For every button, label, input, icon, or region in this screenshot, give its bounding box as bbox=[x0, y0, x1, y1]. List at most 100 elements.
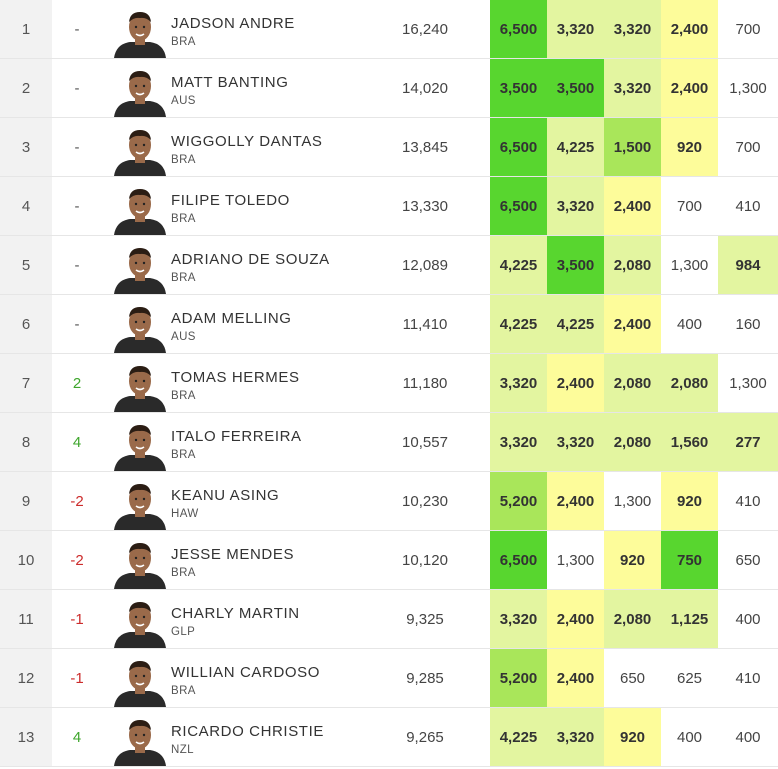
surfer-name[interactable]: ADRIANO DE SOUZA bbox=[171, 251, 330, 268]
event-result-2: 4,225 bbox=[547, 295, 604, 353]
rank-change: 4 bbox=[72, 728, 82, 746]
event-result-2: 3,500 bbox=[547, 236, 604, 294]
event-result-5: 277 bbox=[718, 413, 778, 471]
event-result-2: 3,320 bbox=[547, 177, 604, 235]
surfer-name[interactable]: ADAM MELLING bbox=[171, 310, 292, 327]
rank-cell: 9 bbox=[0, 472, 52, 530]
total-points: 10,557 bbox=[402, 433, 448, 451]
avatar[interactable] bbox=[112, 482, 168, 530]
event-result-5: 984 bbox=[718, 236, 778, 294]
total-points: 9,265 bbox=[406, 728, 444, 746]
country-code: AUS bbox=[171, 95, 196, 107]
event-result-4: 400 bbox=[661, 295, 718, 353]
event-result-1: 3,320 bbox=[490, 413, 547, 471]
country-code: BRA bbox=[171, 567, 196, 579]
rank-cell: 7 bbox=[0, 354, 52, 412]
event-result-3: 650 bbox=[604, 649, 661, 707]
event-result-4: 2,080 bbox=[661, 354, 718, 412]
event-result-3: 3,320 bbox=[604, 59, 661, 117]
surfer-name[interactable]: JESSE MENDES bbox=[171, 546, 295, 563]
avatar[interactable] bbox=[112, 718, 168, 766]
event-result-1: 3,320 bbox=[490, 590, 547, 648]
event-result-1: 6,500 bbox=[490, 177, 547, 235]
surfer-name[interactable]: WIGGOLLY DANTAS bbox=[171, 133, 323, 150]
rank-cell: 4 bbox=[0, 177, 52, 235]
table-row[interactable]: 5 - ADRIANO DE SOUZA BRA 12,089 4,225 3,… bbox=[0, 236, 778, 295]
rank-cell: 1 bbox=[0, 0, 52, 58]
avatar[interactable] bbox=[112, 659, 168, 707]
table-row[interactable]: 7 2 TOMAS HERMES BRA 11,180 3,320 2,400 … bbox=[0, 354, 778, 413]
table-row[interactable]: 10 -2 JESSE MENDES BRA 10,120 6,500 1,30… bbox=[0, 531, 778, 590]
rank-change: 2 bbox=[72, 374, 82, 392]
event-result-2: 3,500 bbox=[547, 59, 604, 117]
avatar[interactable] bbox=[112, 69, 168, 117]
event-result-5: 410 bbox=[718, 472, 778, 530]
rank-cell: 12 bbox=[0, 649, 52, 707]
table-row[interactable]: 2 - MATT BANTING AUS 14,020 3,500 3,500 … bbox=[0, 59, 778, 118]
event-result-5: 650 bbox=[718, 531, 778, 589]
surfer-name[interactable]: MATT BANTING bbox=[171, 74, 289, 91]
event-result-2: 1,300 bbox=[547, 531, 604, 589]
event-result-1: 4,225 bbox=[490, 708, 547, 766]
rank-change: -2 bbox=[70, 551, 84, 569]
table-row[interactable]: 11 -1 CHARLY MARTIN GLP 9,325 3,320 2,40… bbox=[0, 590, 778, 649]
event-result-4: 920 bbox=[661, 472, 718, 530]
event-result-4: 1,560 bbox=[661, 413, 718, 471]
surfer-name[interactable]: ITALO FERREIRA bbox=[171, 428, 302, 445]
country-code: HAW bbox=[171, 508, 199, 520]
surfer-name[interactable]: KEANU ASING bbox=[171, 487, 280, 504]
rank-cell: 3 bbox=[0, 118, 52, 176]
country-code: NZL bbox=[171, 744, 194, 756]
surfer-name[interactable]: FILIPE TOLEDO bbox=[171, 192, 290, 209]
total-points: 14,020 bbox=[402, 79, 448, 97]
event-result-5: 1,300 bbox=[718, 59, 778, 117]
avatar[interactable] bbox=[112, 305, 168, 353]
avatar[interactable] bbox=[112, 187, 168, 235]
country-code: AUS bbox=[171, 331, 196, 343]
table-row[interactable]: 6 - ADAM MELLING AUS 11,410 4,225 4,225 … bbox=[0, 295, 778, 354]
avatar[interactable] bbox=[112, 364, 168, 412]
event-result-5: 160 bbox=[718, 295, 778, 353]
event-result-4: 920 bbox=[661, 118, 718, 176]
event-result-1: 3,320 bbox=[490, 354, 547, 412]
event-result-3: 1,300 bbox=[604, 472, 661, 530]
country-code: BRA bbox=[171, 449, 196, 461]
avatar[interactable] bbox=[112, 541, 168, 589]
rank-change: - bbox=[74, 138, 80, 156]
surfer-name[interactable]: JADSON ANDRE bbox=[171, 15, 295, 32]
event-result-4: 2,400 bbox=[661, 0, 718, 58]
surfer-name[interactable]: CHARLY MARTIN bbox=[171, 605, 300, 622]
surfer-name[interactable]: TOMAS HERMES bbox=[171, 369, 300, 386]
event-result-3: 2,080 bbox=[604, 236, 661, 294]
avatar[interactable] bbox=[112, 423, 168, 471]
rank-cell: 5 bbox=[0, 236, 52, 294]
country-code: GLP bbox=[171, 626, 196, 638]
event-result-1: 5,200 bbox=[490, 649, 547, 707]
avatar[interactable] bbox=[112, 10, 168, 58]
event-result-3: 2,400 bbox=[604, 177, 661, 235]
avatar[interactable] bbox=[112, 600, 168, 648]
table-row[interactable]: 9 -2 KEANU ASING HAW 10,230 5,200 2,400 … bbox=[0, 472, 778, 531]
total-points: 11,410 bbox=[402, 315, 448, 333]
avatar[interactable] bbox=[112, 128, 168, 176]
total-points: 16,240 bbox=[402, 20, 448, 38]
event-result-5: 410 bbox=[718, 649, 778, 707]
surfer-name[interactable]: RICARDO CHRISTIE bbox=[171, 723, 324, 740]
event-result-3: 2,080 bbox=[604, 413, 661, 471]
surfer-name[interactable]: WILLIAN CARDOSO bbox=[171, 664, 321, 681]
table-row[interactable]: 12 -1 WILLIAN CARDOSO BRA 9,285 5,200 2,… bbox=[0, 649, 778, 708]
table-row[interactable]: 4 - FILIPE TOLEDO BRA 13,330 6,500 3,320… bbox=[0, 177, 778, 236]
event-result-1: 6,500 bbox=[490, 0, 547, 58]
table-row[interactable]: 3 - WIGGOLLY DANTAS BRA 13,845 6,500 4,2… bbox=[0, 118, 778, 177]
avatar[interactable] bbox=[112, 246, 168, 294]
table-row[interactable]: 1 - JADSON ANDRE BRA 16,240 6,500 3,320 … bbox=[0, 0, 778, 59]
country-code: BRA bbox=[171, 390, 196, 402]
rank-cell: 2 bbox=[0, 59, 52, 117]
table-row[interactable]: 13 4 RICARDO CHRISTIE NZL 9,265 4,225 3,… bbox=[0, 708, 778, 767]
event-result-2: 2,400 bbox=[547, 354, 604, 412]
event-result-1: 3,500 bbox=[490, 59, 547, 117]
event-result-4: 400 bbox=[661, 708, 718, 766]
table-row[interactable]: 8 4 ITALO FERREIRA BRA 10,557 3,320 3,32… bbox=[0, 413, 778, 472]
rank-cell: 10 bbox=[0, 531, 52, 589]
